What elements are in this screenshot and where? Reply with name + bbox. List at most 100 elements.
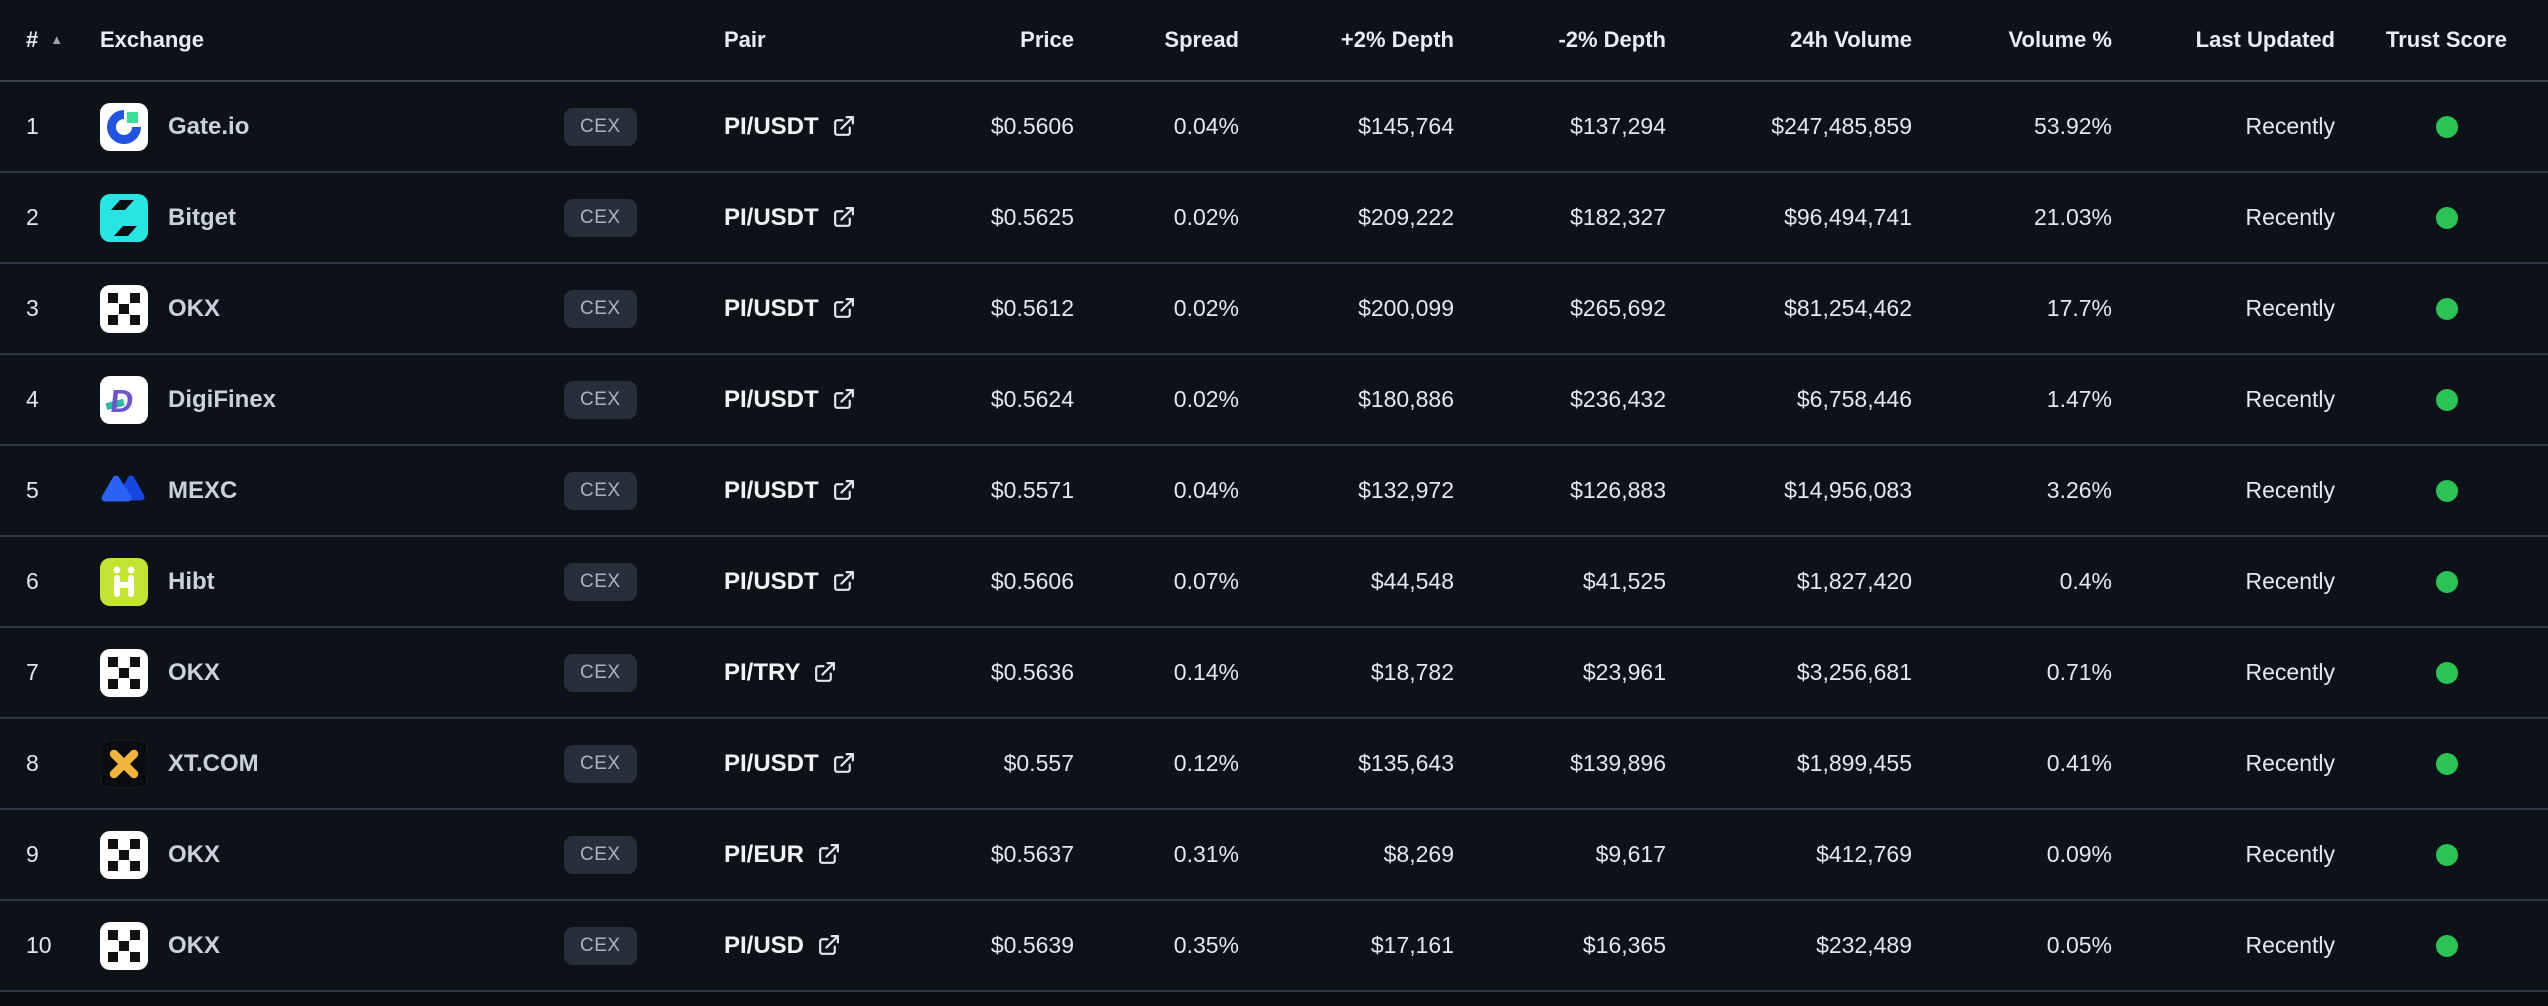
minus2-depth-cell: $137,294 bbox=[1570, 113, 1666, 139]
plus2-depth-cell: $44,548 bbox=[1370, 568, 1454, 594]
column-header-trust-score[interactable]: Trust Score bbox=[2385, 27, 2508, 52]
column-header-minus2-depth[interactable]: -2% Depth bbox=[1558, 27, 1666, 52]
exchange-name: OKX bbox=[168, 931, 221, 959]
volume-pct-cell: 0.4% bbox=[2059, 568, 2112, 594]
trust-score-dot bbox=[2435, 388, 2458, 411]
volume-24h-cell: $412,769 bbox=[1816, 841, 1912, 867]
trust-score-cell bbox=[2345, 297, 2548, 320]
column-header-24h-volume[interactable]: 24h Volume bbox=[1790, 27, 1912, 52]
mexc-logo bbox=[100, 467, 148, 515]
column-header-pair[interactable]: Pair bbox=[724, 27, 766, 52]
cex-badge: CEX bbox=[564, 835, 637, 874]
okx-logo bbox=[100, 830, 148, 879]
exchange-link[interactable]: Hibt bbox=[100, 557, 560, 606]
trust-score-dot bbox=[2435, 661, 2458, 684]
rank-cell: 6 bbox=[26, 568, 39, 594]
minus2-depth-cell: $139,896 bbox=[1570, 750, 1666, 776]
exchange-link[interactable]: Bitget bbox=[100, 193, 560, 242]
bottom-strip bbox=[0, 992, 2548, 1006]
plus2-depth-cell: $18,782 bbox=[1370, 659, 1454, 685]
table-row: 4 D DigiFinex CEX PI/USDT $0.5624 0.02% … bbox=[0, 355, 2548, 446]
pair-link[interactable]: PI/USDT bbox=[700, 113, 930, 141]
column-header-rank[interactable]: # ▲ bbox=[0, 27, 100, 53]
table-row: 7 OKX CEX PI/TRY $0.5636 0.14% $18,782 $… bbox=[0, 628, 2548, 719]
exchange-name: Hibt bbox=[168, 567, 215, 595]
external-link-icon bbox=[831, 478, 856, 503]
volume-24h-cell: $1,827,420 bbox=[1796, 568, 1912, 594]
trust-score-cell bbox=[2345, 570, 2548, 593]
volume-pct-cell: 3.26% bbox=[2046, 477, 2112, 503]
minus2-depth-cell: $236,432 bbox=[1570, 386, 1666, 412]
trust-score-dot bbox=[2435, 752, 2458, 775]
exchange-type-cell: CEX bbox=[560, 835, 700, 874]
exchange-link[interactable]: OKX bbox=[100, 830, 560, 879]
external-link-icon bbox=[816, 933, 841, 958]
price-cell: $0.5637 bbox=[990, 841, 1074, 867]
pair-link[interactable]: PI/USDT bbox=[700, 477, 930, 505]
table-row: 2 Bitget CEX PI/USDT $0.5625 0.02% $209,… bbox=[0, 173, 2548, 264]
exchange-type-cell: CEX bbox=[560, 926, 700, 965]
column-header-volume-pct[interactable]: Volume % bbox=[2008, 27, 2112, 52]
minus2-depth-cell: $265,692 bbox=[1570, 295, 1666, 321]
plus2-depth-cell: $145,764 bbox=[1358, 113, 1454, 139]
volume-24h-cell: $14,956,083 bbox=[1784, 477, 1912, 503]
volume-pct-cell: 1.47% bbox=[2046, 386, 2112, 412]
volume-pct-cell: 17.7% bbox=[2046, 295, 2112, 321]
rank-cell: 8 bbox=[26, 750, 39, 776]
spread-cell: 0.04% bbox=[1173, 113, 1239, 139]
exchange-link[interactable]: OKX bbox=[100, 921, 560, 970]
price-cell: $0.5639 bbox=[990, 932, 1074, 958]
cex-badge: CEX bbox=[564, 289, 637, 328]
pair-link[interactable]: PI/EUR bbox=[700, 841, 930, 869]
exchange-link[interactable]: OKX bbox=[100, 648, 560, 697]
volume-pct-cell: 53.92% bbox=[2033, 113, 2112, 139]
pair-link[interactable]: PI/USDT bbox=[700, 750, 930, 778]
trust-score-cell bbox=[2345, 934, 2548, 957]
volume-pct-cell: 0.09% bbox=[2046, 841, 2112, 867]
spread-cell: 0.04% bbox=[1173, 477, 1239, 503]
exchange-type-cell: CEX bbox=[560, 471, 700, 510]
pair-link[interactable]: PI/USDT bbox=[700, 295, 930, 323]
exchange-link[interactable]: D DigiFinex bbox=[100, 375, 560, 424]
trust-score-dot bbox=[2435, 115, 2458, 138]
volume-24h-cell: $247,485,859 bbox=[1771, 113, 1912, 139]
table-row: 6 Hibt CEX PI/USDT $0.5606 0.07% $44,548… bbox=[0, 537, 2548, 628]
gateio-logo bbox=[100, 102, 148, 151]
pair-link[interactable]: PI/USDT bbox=[700, 386, 930, 414]
column-header-spread[interactable]: Spread bbox=[1164, 27, 1239, 52]
pair-link[interactable]: PI/TRY bbox=[700, 659, 930, 687]
cex-badge: CEX bbox=[564, 562, 637, 601]
last-updated-cell: Recently bbox=[2245, 386, 2335, 412]
table-row: 9 OKX CEX PI/EUR $0.5637 0.31% $8,269 $9… bbox=[0, 810, 2548, 901]
column-header-plus2-depth[interactable]: +2% Depth bbox=[1340, 27, 1454, 52]
last-updated-cell: Recently bbox=[2245, 659, 2335, 685]
pair-label: PI/USDT bbox=[724, 567, 819, 595]
column-header-exchange[interactable]: Exchange bbox=[100, 27, 204, 52]
pair-label: PI/USDT bbox=[724, 749, 819, 777]
last-updated-cell: Recently bbox=[2245, 113, 2335, 139]
cex-badge: CEX bbox=[564, 653, 637, 692]
spread-cell: 0.02% bbox=[1173, 295, 1239, 321]
rank-cell: 2 bbox=[26, 204, 39, 230]
price-cell: $0.5625 bbox=[990, 204, 1074, 230]
exchange-link[interactable]: MEXC bbox=[100, 467, 560, 515]
volume-24h-cell: $81,254,462 bbox=[1784, 295, 1912, 321]
exchange-link[interactable]: OKX bbox=[100, 284, 560, 333]
exchange-name: MEXC bbox=[168, 476, 238, 504]
svg-text:D: D bbox=[108, 383, 135, 419]
pair-label: PI/USDT bbox=[724, 385, 819, 413]
bitget-logo bbox=[100, 193, 148, 242]
pair-link[interactable]: PI/USD bbox=[700, 932, 930, 960]
exchange-link[interactable]: XT.COM bbox=[100, 739, 560, 788]
exchange-link[interactable]: Gate.io bbox=[100, 102, 560, 151]
trust-score-cell bbox=[2345, 388, 2548, 411]
pair-link[interactable]: PI/USDT bbox=[700, 204, 930, 232]
volume-24h-cell: $6,758,446 bbox=[1796, 386, 1912, 412]
pair-link[interactable]: PI/USDT bbox=[700, 568, 930, 596]
column-header-price[interactable]: Price bbox=[1020, 27, 1074, 52]
pair-label: PI/USDT bbox=[724, 203, 819, 231]
volume-pct-cell: 0.05% bbox=[2046, 932, 2112, 958]
volume-24h-cell: $1,899,455 bbox=[1796, 750, 1912, 776]
column-header-last-updated[interactable]: Last Updated bbox=[2195, 27, 2335, 52]
external-link-icon bbox=[831, 569, 856, 594]
